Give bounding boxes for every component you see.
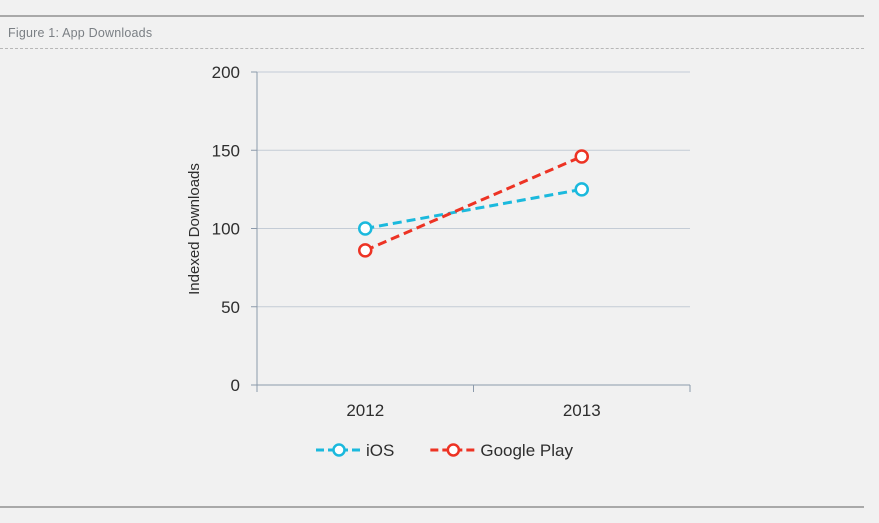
y-tick-label: 150 (212, 141, 240, 160)
x-tick-label: 2012 (346, 401, 384, 420)
legend-item: Google Play (430, 441, 573, 460)
data-point (574, 149, 589, 164)
series-lines (364, 155, 583, 252)
y-tick-label: 100 (212, 220, 240, 239)
legend-label: Google Play (480, 441, 573, 460)
top-rule (0, 15, 864, 17)
legend-label: iOS (366, 441, 394, 460)
y-tick-labels: 0 50 100 150 200 (212, 63, 240, 395)
y-tick-label: 200 (212, 63, 240, 82)
data-point (574, 182, 589, 197)
y-tick-label: 0 (231, 376, 240, 395)
bottom-rule (0, 506, 864, 508)
series-markers (358, 149, 589, 258)
title-divider (0, 48, 864, 49)
x-tick-label: 2013 (563, 401, 601, 420)
series-line (364, 155, 583, 252)
series-line (364, 187, 583, 230)
data-point (358, 243, 373, 258)
x-tick-labels: 2012 2013 (346, 401, 600, 420)
data-point (358, 221, 373, 236)
gridlines (251, 71, 690, 386)
figure-title: Figure 1: App Downloads (8, 26, 153, 40)
legend: iOS Google Play (316, 441, 573, 460)
x-axis (256, 72, 691, 392)
y-axis-title: Indexed Downloads (186, 163, 203, 295)
legend-item: iOS (316, 441, 394, 460)
legend-swatch-marker (332, 443, 346, 457)
y-tick-label: 50 (221, 298, 240, 317)
legend-swatch-marker (446, 443, 461, 457)
